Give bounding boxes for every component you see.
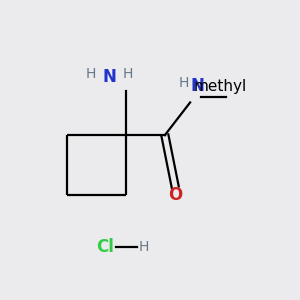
Text: H: H <box>138 240 148 254</box>
Text: H: H <box>179 76 189 90</box>
Text: H: H <box>85 67 96 81</box>
Text: N: N <box>190 77 204 95</box>
Text: H: H <box>122 67 133 81</box>
Text: Cl: Cl <box>97 238 114 256</box>
Text: N: N <box>103 68 117 86</box>
Text: methyl: methyl <box>193 79 247 94</box>
Text: O: O <box>168 186 182 204</box>
